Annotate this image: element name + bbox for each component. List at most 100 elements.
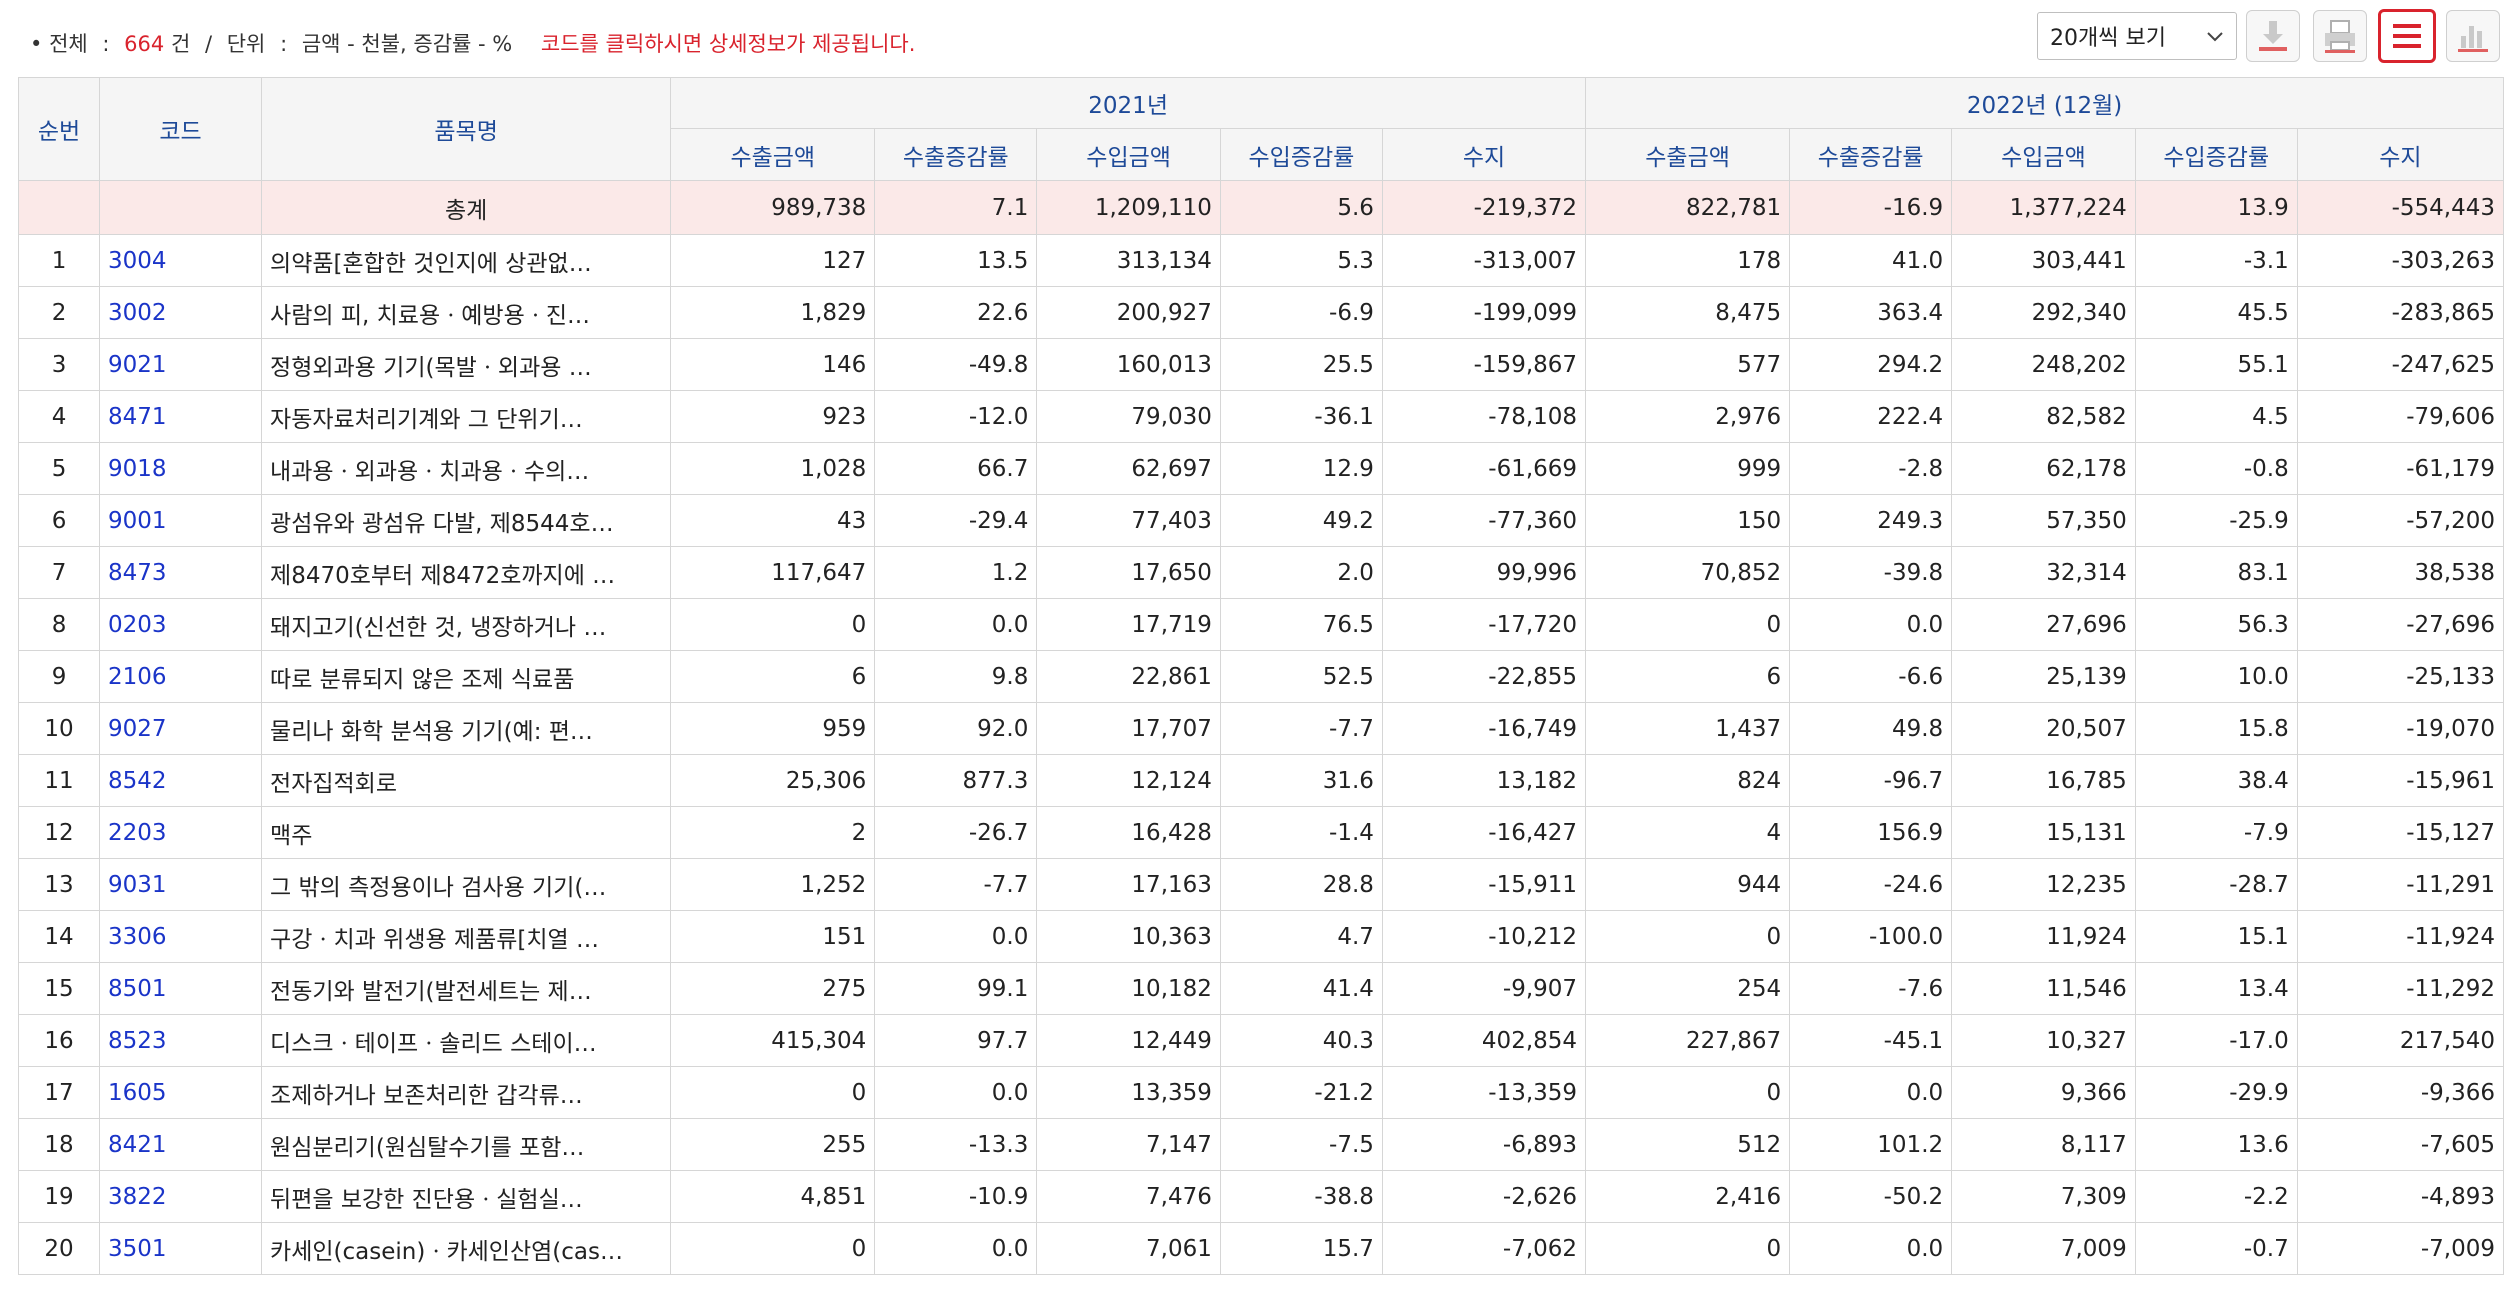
value-cell: -0.8	[2134, 442, 2298, 495]
total-rank-cell	[17, 180, 101, 235]
value-cell: -79,606	[2296, 390, 2505, 443]
value-cell: 20,507	[1951, 702, 2136, 755]
value-cell: 11,546	[1951, 962, 2136, 1015]
code-link[interactable]: 8473	[99, 546, 263, 599]
list-view-button[interactable]	[2378, 9, 2436, 63]
code-link[interactable]: 9027	[99, 702, 263, 755]
table-row: 16 8523 디스크ㆍ테이프ㆍ솔리드 스테이… 415,304 97.7 12,449 4…	[17, 1014, 2505, 1067]
item-name-cell: 원심분리기(원심탈수기를 포함…	[261, 1118, 672, 1171]
value-cell: -26.7	[874, 806, 1038, 859]
table-row: 20 3501 카세인(casein)ㆍ카세인산염(cas… 0 0.0 7,061 15.…	[17, 1222, 2505, 1275]
value-cell: 22,861	[1036, 650, 1221, 703]
value-cell: -36.1	[1219, 390, 1383, 443]
code-link[interactable]: 3002	[99, 286, 263, 339]
code-link[interactable]: 9001	[99, 494, 263, 547]
chart-view-button[interactable]	[2446, 10, 2500, 62]
print-button[interactable]	[2313, 10, 2367, 62]
rank-cell: 10	[17, 702, 101, 755]
code-link[interactable]: 8542	[99, 754, 263, 807]
value-cell: 62,697	[1036, 442, 1221, 495]
summary-line: • 전체 : 664 건 / 단위 : 금액 - 천불, 증감률 - % 코드를…	[30, 28, 915, 58]
print-icon	[2325, 20, 2355, 53]
value-cell: 6	[670, 650, 876, 703]
value-cell: 7,309	[1951, 1170, 2136, 1223]
value-cell: -24.6	[1789, 858, 1953, 911]
value-cell: 16,428	[1036, 806, 1221, 859]
value-cell: 999	[1585, 442, 1791, 495]
code-link[interactable]: 3004	[99, 234, 263, 287]
value-cell: 151	[670, 910, 876, 963]
value-cell: 959	[670, 702, 876, 755]
code-link[interactable]: 2106	[99, 650, 263, 703]
value-cell: -6,893	[1381, 1118, 1587, 1171]
code-link[interactable]: 1605	[99, 1066, 263, 1119]
item-name-cell: 따로 분류되지 않은 조제 식료품	[261, 650, 672, 703]
value-cell: 43	[670, 494, 876, 547]
rank-cell: 15	[17, 962, 101, 1015]
value-cell: 7,061	[1036, 1222, 1221, 1275]
value-cell: -50.2	[1789, 1170, 1953, 1223]
code-link[interactable]: 8471	[99, 390, 263, 443]
code-link[interactable]: 3822	[99, 1170, 263, 1223]
code-link[interactable]: 8421	[99, 1118, 263, 1171]
value-cell: 200,927	[1036, 286, 1221, 339]
total-label: 총계	[261, 180, 672, 235]
item-name-cell: 그 밖의 측정용이나 검사용 기기(…	[261, 858, 672, 911]
code-link[interactable]: 9021	[99, 338, 263, 391]
value-cell: 1,028	[670, 442, 876, 495]
value-cell: 0	[670, 1066, 876, 1119]
item-name-cell: 구강ㆍ치과 위생용 제품류[치열 …	[261, 910, 672, 963]
table-row: 8 0203 돼지고기(신선한 것, 냉장하거나 … 0 0.0 17,719 76.5 -1…	[17, 598, 2505, 651]
rank-cell: 12	[17, 806, 101, 859]
value-cell: -45.1	[1789, 1014, 1953, 1067]
value-cell: -78,108	[1381, 390, 1587, 443]
header-code: 코드	[99, 77, 263, 181]
list-view-icon	[2393, 24, 2421, 48]
value-cell: 1,829	[670, 286, 876, 339]
table-row: 19 3822 뒤편을 보강한 진단용ㆍ실험실… 4,851 -10.9 7,476 -38…	[17, 1170, 2505, 1223]
value-cell: 275	[670, 962, 876, 1015]
table-row: 3 9021 정형외과용 기기(목발ㆍ외과용 … 146 -49.8 160,013 25.…	[17, 338, 2505, 391]
value-cell: 28.8	[1219, 858, 1383, 911]
item-name-cell: 뒤편을 보강한 진단용ㆍ실험실…	[261, 1170, 672, 1223]
value-cell: 150	[1585, 494, 1791, 547]
item-name-cell: 내과용ㆍ외과용ㆍ치과용ㆍ수의…	[261, 442, 672, 495]
value-cell: 70,852	[1585, 546, 1791, 599]
value-cell: 7,476	[1036, 1170, 1221, 1223]
value-cell: -16,749	[1381, 702, 1587, 755]
table-row: 4 8471 자동자료처리기계와 그 단위기… 923 -12.0 79,030 -36.1…	[17, 390, 2505, 443]
notice-text: 코드를 클릭하시면 상세정보가 제공됩니다.	[540, 32, 916, 56]
chevron-down-icon	[2207, 32, 2223, 42]
item-name-cell: 제8470호부터 제8472호까지에 …	[261, 546, 672, 599]
item-name-cell: 사람의 피, 치료용ㆍ예방용ㆍ진…	[261, 286, 672, 339]
code-link[interactable]: 9031	[99, 858, 263, 911]
code-link[interactable]: 8523	[99, 1014, 263, 1067]
code-link[interactable]: 2203	[99, 806, 263, 859]
value-cell: 9,366	[1951, 1066, 2136, 1119]
code-link[interactable]: 8501	[99, 962, 263, 1015]
value-cell: -29.4	[874, 494, 1038, 547]
value-cell: -39.8	[1789, 546, 1953, 599]
code-link[interactable]: 9018	[99, 442, 263, 495]
value-cell: 99,996	[1381, 546, 1587, 599]
value-cell: 99.1	[874, 962, 1038, 1015]
table-row: 14 3306 구강ㆍ치과 위생용 제품류[치열 … 151 0.0 10,363 4.7-…	[17, 910, 2505, 963]
value-cell: 38,538	[2296, 546, 2505, 599]
value-cell: 66.7	[874, 442, 1038, 495]
value-cell: -159,867	[1381, 338, 1587, 391]
table-row: 6 9001 광섬유와 광섬유 다발, 제8544호… 43 -29.4 77,403 49…	[17, 494, 2505, 547]
value-cell: 45.5	[2134, 286, 2298, 339]
value-cell: 877.3	[874, 754, 1038, 807]
value-cell: -313,007	[1381, 234, 1587, 287]
value-cell: 13,182	[1381, 754, 1587, 807]
total-cell: 1,209,110	[1036, 180, 1221, 235]
unit-value: 금액 - 천불, 증감률 - %	[301, 32, 513, 56]
value-cell: 577	[1585, 338, 1791, 391]
page-size-select[interactable]: 20개씩 보기	[2037, 12, 2237, 60]
trade-table: 순번 코드 품목명 2021년 2022년 (12월) 수출금액 수출증감률 수…	[17, 77, 2505, 1275]
code-link[interactable]: 3501	[99, 1222, 263, 1275]
code-link[interactable]: 3306	[99, 910, 263, 963]
download-button[interactable]	[2246, 10, 2300, 62]
value-cell: -11,924	[2296, 910, 2505, 963]
code-link[interactable]: 0203	[99, 598, 263, 651]
